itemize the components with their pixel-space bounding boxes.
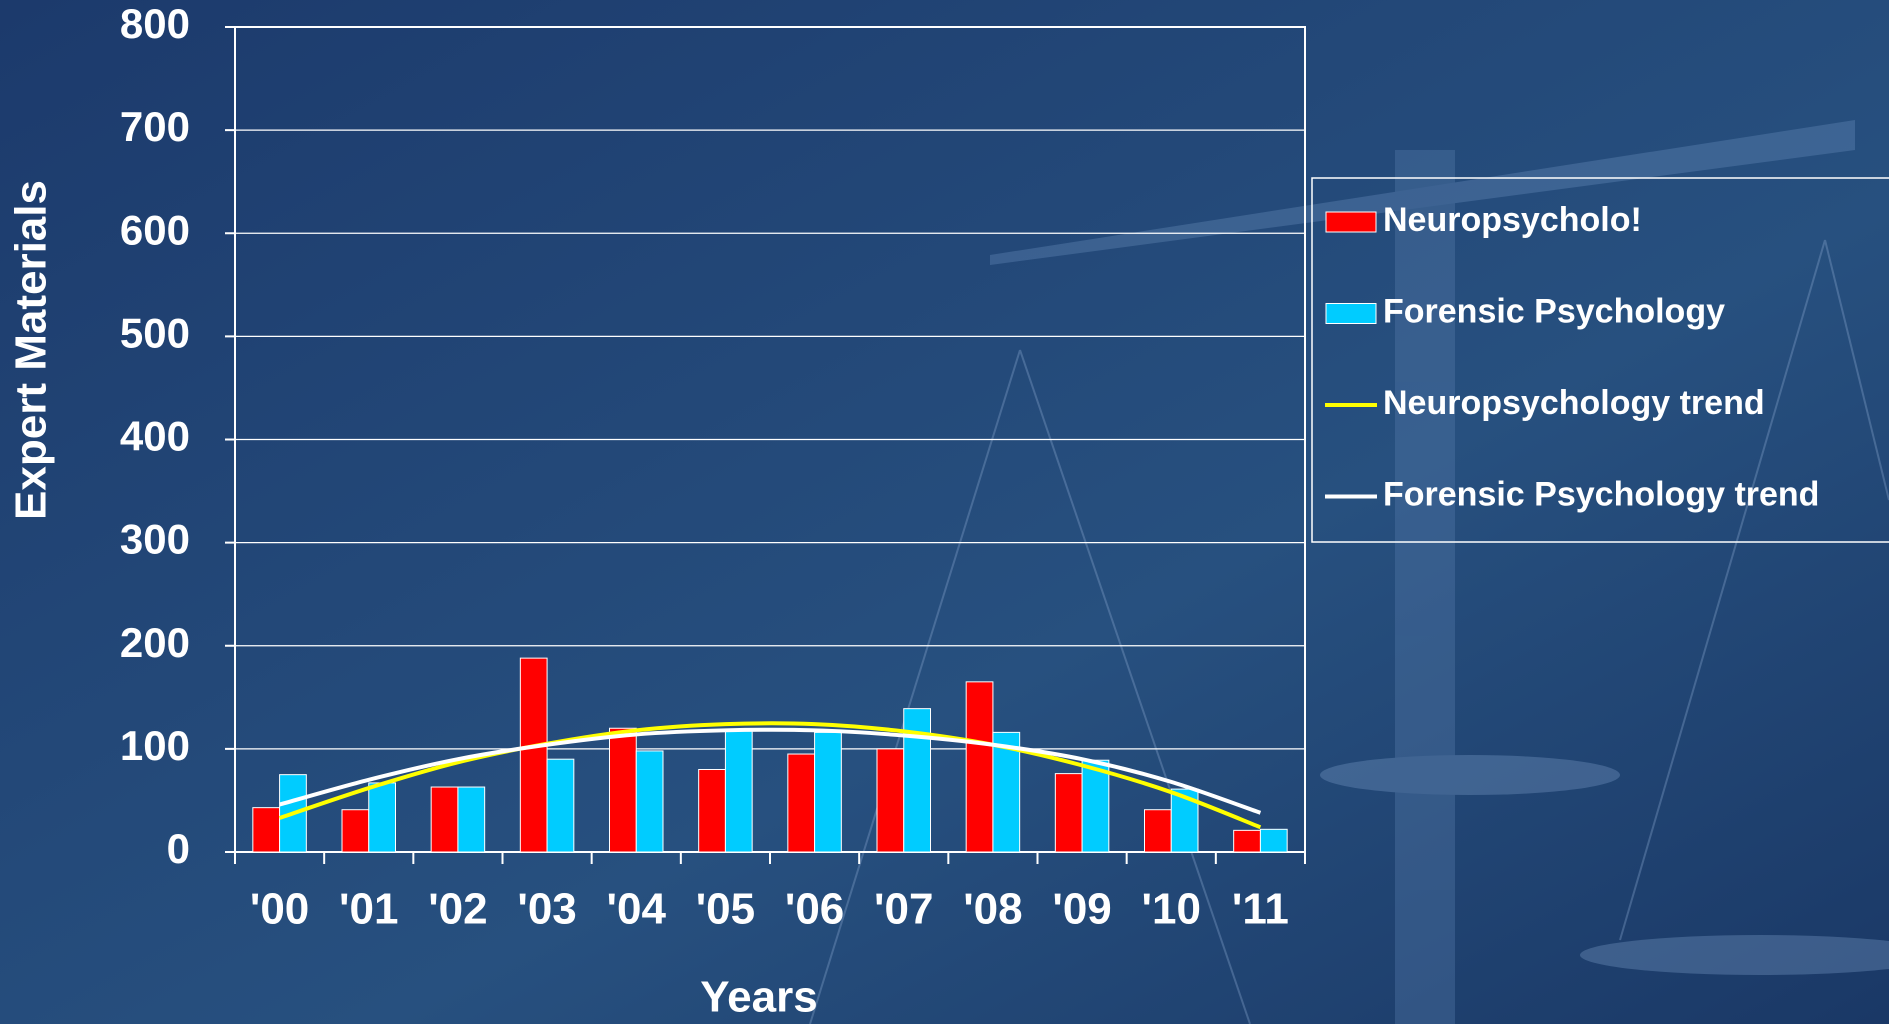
- bar: [814, 731, 842, 853]
- legend-label: Forensic Psychology trend: [1383, 475, 1819, 513]
- y-tick-label: 100: [120, 722, 190, 769]
- legend-swatch: [1325, 211, 1377, 233]
- y-tick-label: 700: [120, 103, 190, 150]
- bar: [1054, 773, 1083, 853]
- x-tick-label: '02: [428, 885, 487, 934]
- bar: [252, 807, 281, 853]
- bar: [546, 758, 575, 853]
- x-tick-label: '08: [963, 885, 1022, 934]
- bar: [609, 727, 637, 853]
- bar: [1259, 828, 1288, 853]
- bar: [1144, 809, 1172, 853]
- scale-decoration: [809, 120, 1889, 1024]
- bar: [876, 748, 905, 853]
- x-tick-label: '01: [339, 885, 398, 934]
- bar: [457, 786, 486, 853]
- legend-swatch: [1325, 303, 1377, 324]
- legend-label: Forensic Psychology: [1383, 292, 1725, 330]
- legend-frame: [1311, 177, 1889, 543]
- y-tick-label: 0: [167, 825, 190, 872]
- bar: [430, 786, 459, 853]
- x-tick-label: '05: [696, 885, 755, 934]
- bar: [965, 681, 994, 853]
- bar: [787, 753, 816, 853]
- y-tick-label: 300: [120, 516, 190, 563]
- x-tick-label: '07: [874, 885, 933, 934]
- bar: [698, 769, 726, 853]
- bar: [724, 728, 753, 853]
- x-tick-label: '00: [250, 885, 309, 934]
- x-tick-label: '04: [607, 885, 667, 934]
- x-tick-label: '06: [785, 885, 844, 934]
- x-tick-label: '03: [517, 885, 576, 934]
- trend-line: [278, 721, 1262, 830]
- y-tick-label: 500: [120, 309, 190, 356]
- y-axis-label: Expert Materials: [7, 180, 56, 520]
- y-tick-label: 600: [120, 206, 190, 253]
- bar: [341, 809, 370, 853]
- y-tick-label: 800: [120, 0, 190, 47]
- bar: [368, 782, 396, 853]
- legend-label: Neuropsychology trend: [1383, 384, 1765, 422]
- y-tick-label: 400: [120, 413, 190, 460]
- x-tick-label: '09: [1052, 885, 1111, 934]
- bar: [635, 750, 664, 853]
- trend-line: [279, 727, 1262, 815]
- x-tick-label: '11: [1232, 885, 1289, 934]
- x-axis-label: Years: [700, 973, 817, 1022]
- bar: [1081, 759, 1110, 853]
- bar: [519, 657, 548, 853]
- bar: [1233, 829, 1261, 853]
- legend-label: Neuropsycholo!: [1383, 201, 1642, 239]
- x-tick-label: '10: [1142, 885, 1201, 934]
- y-tick-label: 200: [120, 619, 190, 666]
- bar: [992, 731, 1021, 853]
